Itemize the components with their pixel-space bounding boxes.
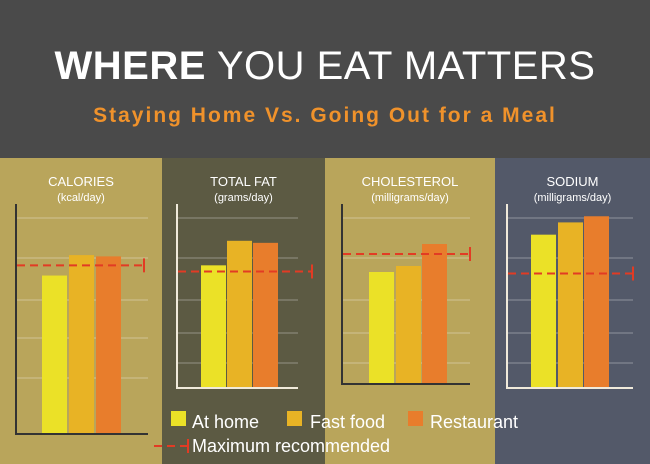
- page-title: WHERE YOU EAT MATTERS: [0, 44, 650, 89]
- chart-title-calories: CALORIES: [48, 174, 114, 189]
- title-rest: YOU EAT MATTERS: [216, 44, 596, 88]
- axis-cholesterol: [341, 204, 470, 385]
- chart-subtitle-sodium: (milligrams/day): [534, 192, 612, 204]
- legend-restaurant: Restaurant: [430, 412, 519, 432]
- chart-title-total-fat: TOTAL FAT: [210, 174, 277, 189]
- chart-subtitle-calories: (kcal/day): [57, 192, 105, 204]
- bar-cholesterol-1: [396, 266, 421, 384]
- legend-at-home: At home: [192, 412, 260, 432]
- bar-calories-0: [42, 275, 67, 434]
- chart-subtitle-cholesterol: (milligrams/day): [371, 192, 449, 204]
- axis-calories: [15, 204, 148, 435]
- legend-swatch-fast-food: [287, 411, 302, 426]
- legend-swatch-at-home: [171, 411, 186, 426]
- legend-fast-food: Fast food: [310, 412, 386, 432]
- legend-maximum: Maximum recommended: [192, 436, 391, 456]
- chart-subtitle-total-fat: (grams/day): [214, 192, 273, 204]
- chart-title-cholesterol: CHOLESTEROL: [362, 174, 459, 189]
- bar-calories-1: [69, 255, 94, 434]
- bar-cholesterol-2: [422, 244, 447, 384]
- legend-max-line-icon: [154, 439, 189, 453]
- page-subtitle: Staying Home Vs. Going Out for a Meal: [93, 104, 557, 127]
- bar-calories-2: [96, 256, 121, 434]
- bar-total-fat-1: [227, 240, 252, 388]
- bar-cholesterol-0: [369, 272, 394, 384]
- bar-sodium-2: [584, 216, 609, 388]
- chart-title-sodium: SODIUM: [547, 174, 599, 189]
- bar-total-fat-2: [253, 242, 278, 388]
- bar-sodium-0: [531, 234, 556, 388]
- title-bold: WHERE: [54, 44, 206, 88]
- bar-total-fat-0: [201, 265, 226, 388]
- header: WHERE YOU EAT MATTERS Staying Home Vs. G…: [0, 0, 650, 158]
- charts-area: CALORIES (kcal/day) TOTAL FAT (grams/day) CH…: [0, 158, 650, 464]
- axis-sodium: [506, 204, 633, 389]
- legend-swatch-restaurant: [408, 411, 423, 426]
- axis-total-fat: [176, 204, 298, 389]
- bar-sodium-1: [558, 222, 583, 388]
